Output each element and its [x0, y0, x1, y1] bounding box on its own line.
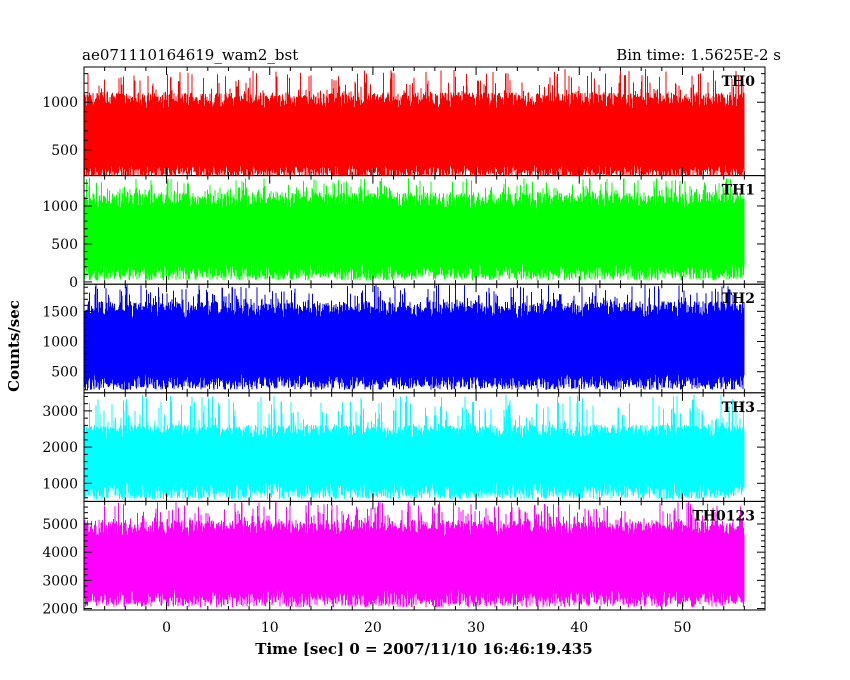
x-tick-label: 50	[674, 620, 692, 636]
y-tick-label: 500	[51, 365, 78, 381]
y-tick-label: 3000	[42, 573, 78, 589]
series-th1	[84, 177, 745, 281]
x-tick-label: 30	[467, 620, 485, 636]
x-tick-label: 20	[364, 620, 382, 636]
panel-th0123: 2000 3000 4000 5000 TH0123	[42, 500, 766, 618]
x-tick-label: 40	[570, 620, 588, 636]
panel-label-th3: TH3	[722, 400, 755, 416]
y-tick-label: 3000	[42, 404, 78, 420]
x-tick-label: 0	[162, 620, 171, 636]
y-tick-label: 500	[51, 237, 78, 253]
x-axis-title: Time [sec] 0 = 2007/11/10 16:46:19.435	[255, 640, 592, 658]
panel-label-th1: TH1	[722, 183, 755, 199]
y-tick-label: 2000	[42, 440, 78, 456]
series-th0	[84, 69, 745, 176]
y-tick-label: 1000	[42, 335, 78, 351]
y-tick-label: 2000	[42, 602, 78, 618]
panel-label-th0123: TH0123	[692, 508, 755, 524]
panel-label-th2: TH2	[722, 291, 755, 307]
panel-th3: 1000 2000 3000 TH3	[42, 392, 766, 502]
y-tick-label: 0	[69, 275, 78, 291]
panels-group: 500 1000 TH0 0 500 1000 TH1 500 1000 1500 TH2 1000 2…	[42, 66, 766, 618]
y-tick-label: 4000	[42, 545, 78, 561]
y-tick-label: 1000	[42, 476, 78, 492]
y-tick-label: 1000	[42, 95, 78, 111]
y-tick-label: 1000	[42, 199, 78, 215]
y-tick-label: 5000	[42, 517, 78, 533]
series-th0123	[84, 501, 745, 608]
panel-th2: 500 1000 1500 TH2	[42, 283, 766, 394]
panel-th0: 500 1000 TH0	[42, 66, 766, 177]
x-tick-label: 10	[261, 620, 279, 636]
chart-title: ae071110164619_wam2_bst	[82, 46, 298, 64]
bin-time-label: Bin time: 1.5625E-2 s	[616, 46, 781, 64]
y-tick-label: 500	[51, 143, 78, 159]
series-th2	[84, 284, 745, 390]
panel-th1: 0 500 1000 TH1	[42, 175, 766, 291]
series-th3	[84, 394, 745, 500]
y-tick-label: 1500	[42, 304, 78, 320]
x-axis: 0 10 20 30 40 50	[162, 620, 691, 636]
panel-frame	[83, 500, 766, 611]
panel-label-th0: TH0	[722, 74, 756, 90]
y-axis-title: Counts/sec	[5, 300, 23, 392]
